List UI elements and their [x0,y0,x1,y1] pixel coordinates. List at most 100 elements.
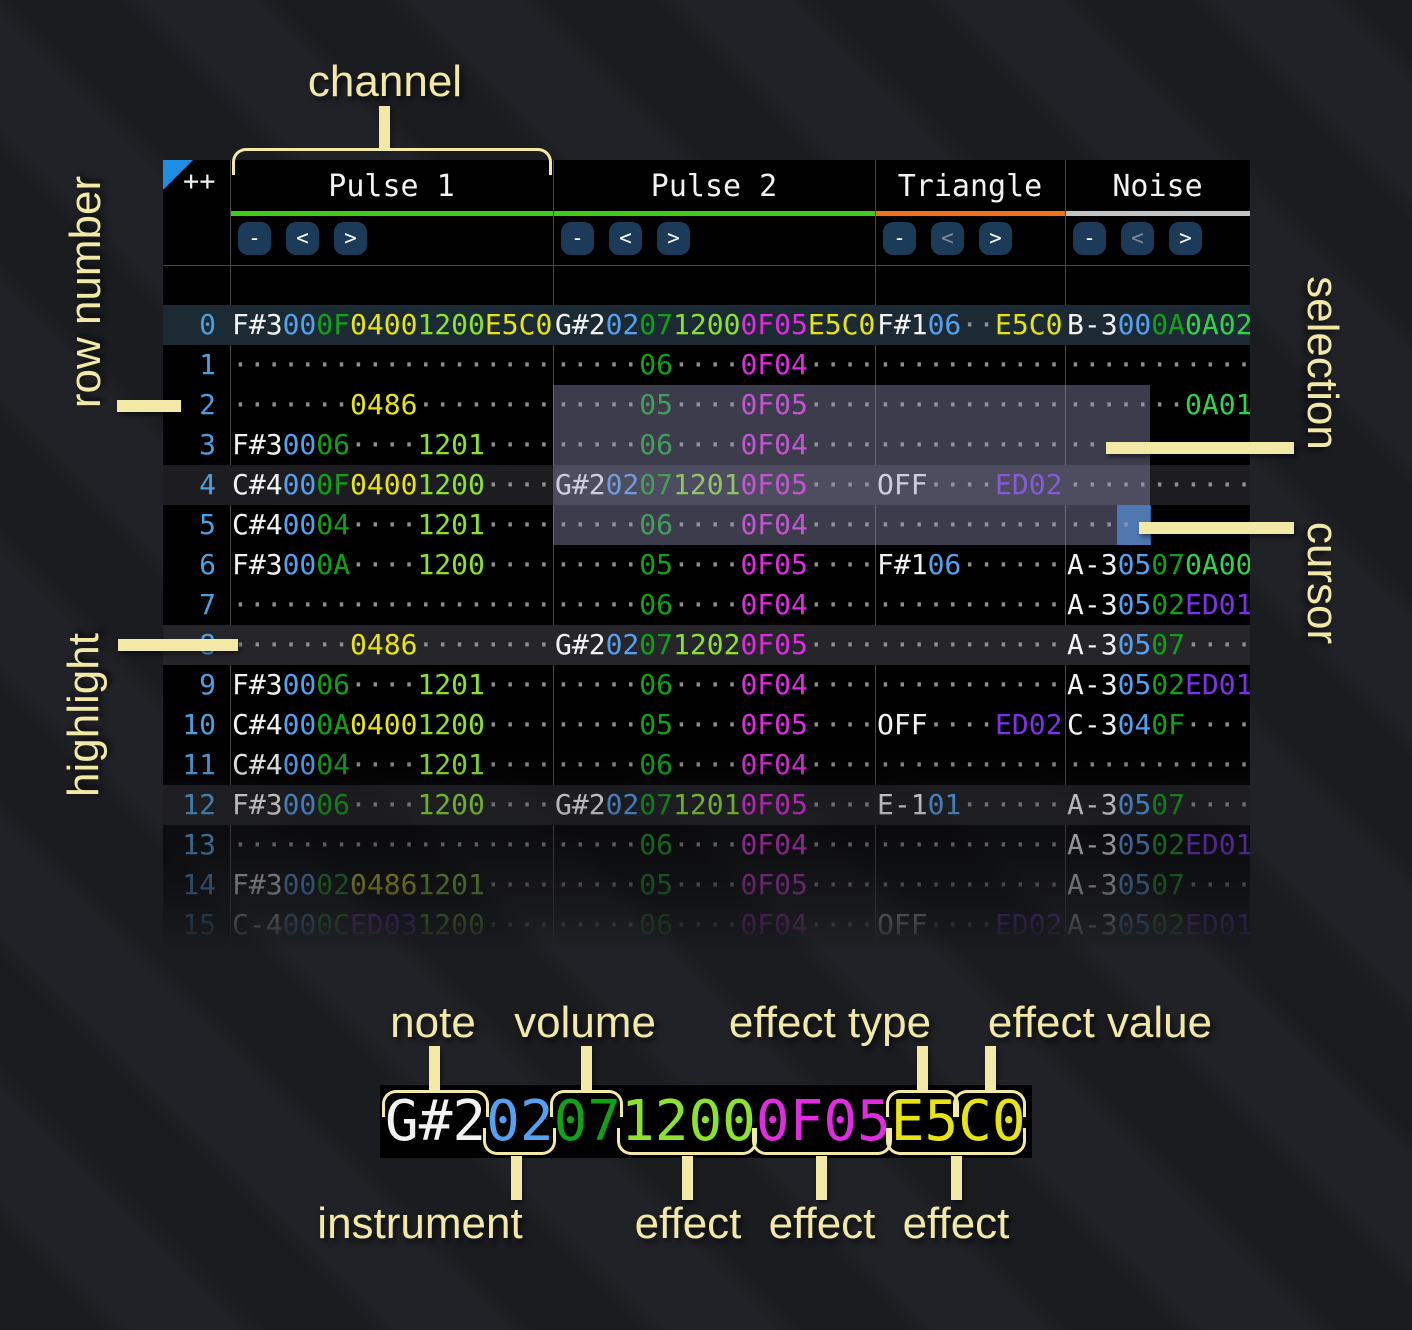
pattern-cell[interactable]: ··········· [877,385,1065,425]
pattern-cell[interactable]: ·······0A01 [1067,385,1252,425]
pattern-cell[interactable]: C-3040F···· [1067,705,1252,745]
pattern-cell[interactable]: ·····06····0F04···· [555,585,875,625]
pattern-cell[interactable]: ··········· [877,825,1065,865]
channel-header-pulse-2[interactable]: Pulse 2 [650,169,778,204]
pattern-cell[interactable]: ··········· [877,505,1065,545]
pattern-cell[interactable]: ··········· [877,745,1065,785]
pattern-cell[interactable]: ··········· [877,425,1065,465]
pattern-cell[interactable]: G#2020712000F05E5C0 [555,305,875,345]
pattern-cell[interactable]: ··········· [1067,465,1252,505]
pattern-cell[interactable]: ·····06····0F04···· [555,905,875,945]
pattern-cell[interactable]: ··········· [877,585,1065,625]
cell-segment-inst: 00 [1117,308,1152,341]
pattern-cell[interactable]: OFF····ED02 [877,905,1065,945]
pattern-cell[interactable]: ·······0486········ [232,385,553,425]
pattern-cell[interactable]: ·····06····0F04···· [555,745,875,785]
add-effect-column-button[interactable]: > [979,222,1012,255]
collapse-channel-button[interactable]: - [883,222,916,255]
pattern-cell[interactable]: ··········· [877,665,1065,705]
pattern-cell[interactable]: F#3000A····1200···· [232,545,553,585]
pattern-cell[interactable]: ·····05····0F05···· [555,545,875,585]
selection-region[interactable] [553,385,1150,545]
channel-header-triangle[interactable]: Triangle [897,169,1043,204]
cell-segment-inst: 05 [1117,548,1152,581]
pattern-cell[interactable]: F#3000204861201···· [232,865,553,905]
pattern-cell[interactable]: G#2020712010F05···· [555,465,875,505]
cell-segment-vol: 06 [639,588,674,621]
pattern-cell[interactable]: C#4000F04001200···· [232,465,553,505]
expand-all-button[interactable]: ++ [183,166,216,197]
pattern-cell[interactable]: C#4000A04001200···· [232,705,553,745]
pattern-cell[interactable]: OFF····ED02 [877,465,1065,505]
pattern-cell[interactable]: A-30502ED01 [1067,585,1252,625]
cell-segment-inst: 05 [1117,908,1152,941]
add-effect-column-button[interactable]: > [657,222,690,255]
pattern-cell[interactable]: ··········· [877,865,1065,905]
pattern-cell[interactable]: A-305070A00 [1067,545,1252,585]
collapse-channel-button[interactable]: - [561,222,594,255]
cell-segment-note: F#1 [877,308,928,341]
pattern-cell[interactable]: A-30507···· [1067,865,1252,905]
pattern-cell[interactable]: ·····05····0F05···· [555,865,875,905]
add-effect-column-button[interactable]: > [334,222,367,255]
pattern-cell[interactable]: ·····06····0F04···· [555,825,875,865]
pattern-cell[interactable]: ·····06····0F04···· [555,505,875,545]
channel-header-pulse-1[interactable]: Pulse 1 [328,169,455,204]
cell-segment-vol: 0C [316,908,351,941]
pattern-cell[interactable]: G#2020712020F05···· [555,625,875,665]
pattern-cell[interactable]: ·····06····0F04···· [555,425,875,465]
cell-segment-note: C#4 [232,748,283,781]
cell-segment-vol: 02 [1151,588,1186,621]
cell-segment-vol: 04 [316,748,351,781]
cell-segment-dot: ···· [807,668,876,701]
channel-header-noise[interactable]: Noise [1112,169,1203,204]
collapse-channel-button[interactable]: - [238,222,271,255]
pattern-cell[interactable]: ·····06····0F04···· [555,345,875,385]
pattern-cell[interactable]: ·····05····0F05···· [555,385,875,425]
row-number: 14 [182,868,216,901]
pattern-cell[interactable]: ·····05····0F05···· [555,705,875,745]
pattern-cell[interactable]: C-4000CED031200···· [232,905,553,945]
remove-effect-column-button[interactable]: < [1121,222,1154,255]
pattern-cell[interactable]: A-30507···· [1067,625,1252,665]
pattern-cell[interactable]: ··········· [1067,745,1252,785]
pattern-cell[interactable]: A-30502ED01 [1067,825,1252,865]
cell-segment-inst: 05 [1117,868,1152,901]
pattern-cell[interactable]: C#40004····1201···· [232,745,553,785]
pattern-cell[interactable]: ··················· [232,825,553,865]
collapse-channel-button[interactable]: - [1073,222,1106,255]
pattern-cell[interactable]: C#40004····1201···· [232,505,553,545]
pattern-cell[interactable]: F#30006····1201···· [232,425,553,465]
cell-segment-note: A-3 [1067,628,1118,661]
cell-segment-dot: ···· [484,428,553,461]
pattern-cell[interactable]: F#30006····1200···· [232,785,553,825]
effect-type-callout-stem [917,1046,928,1090]
pattern-cell[interactable]: B-3000A0A02 [1067,305,1252,345]
pattern-cell[interactable]: ·······0486········ [232,625,553,665]
cell-segment-fm: 0F05 [740,708,808,741]
pattern-cell[interactable]: A-30502ED01 [1067,665,1252,705]
pattern-cell[interactable]: ·····06····0F04···· [555,665,875,705]
cell-segment-inst: 00 [282,308,317,341]
pattern-cell[interactable]: ··················· [232,585,553,625]
remove-effect-column-button[interactable]: < [931,222,964,255]
pattern-cell[interactable]: ··········· [877,625,1065,665]
pattern-cell[interactable]: ··········· [1067,345,1252,385]
pattern-cell[interactable]: OFF····ED02 [877,705,1065,745]
pattern-cell[interactable]: A-30507···· [1067,785,1252,825]
pattern-cell[interactable]: F#3000F04001200E5C0 [232,305,553,345]
pattern-cell[interactable]: A-30502ED01 [1067,905,1252,945]
add-effect-column-button[interactable]: > [1169,222,1202,255]
pattern-cell[interactable]: G#2020712010F05···· [555,785,875,825]
highlight-callout-line [118,639,238,651]
pattern-cell[interactable]: ··········· [877,345,1065,385]
cell-segment-vol: 07 [639,628,674,661]
pattern-cell[interactable]: E-101······ [877,785,1065,825]
remove-effect-column-button[interactable]: < [286,222,319,255]
pattern-cell[interactable]: F#106······ [877,545,1065,585]
pattern-cell[interactable]: F#30006····1201···· [232,665,553,705]
pattern-cell[interactable]: ··················· [232,345,553,385]
pattern-cell[interactable]: F#106··E5C0 [877,305,1065,345]
remove-effect-column-button[interactable]: < [609,222,642,255]
cell-segment-fl: 1200 [417,548,485,581]
